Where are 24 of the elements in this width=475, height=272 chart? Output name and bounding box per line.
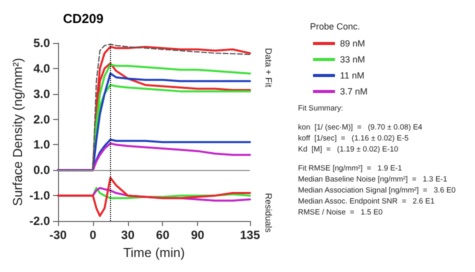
legend-label: 3.7 nM: [340, 86, 368, 96]
x-axis-title: Time (min): [123, 244, 185, 260]
y-tick-label: 2.0: [33, 112, 50, 126]
legend-label: 11 nM: [340, 70, 364, 80]
y-tick-label: -1.0: [29, 188, 50, 203]
y-tick-label: 0.0: [33, 163, 50, 178]
y-axis-title: Surface Density (ng/mm²): [10, 58, 25, 206]
legend-label: 89 nM: [340, 38, 366, 48]
y-tick-label: 5.0: [33, 36, 50, 50]
x-tick-label: 135: [240, 228, 260, 242]
y-tick-label: -2.0: [29, 214, 50, 228]
legend-title: Probe Conc.: [310, 22, 360, 32]
x-tick-label: 60: [156, 228, 170, 242]
y-tick-label: 3.0: [33, 86, 50, 101]
x-tick-label: -30: [49, 228, 67, 242]
x-tick-label: 0: [90, 228, 97, 242]
x-tick-label: 90: [190, 228, 205, 242]
y-tick-label: 1.0: [33, 138, 50, 152]
text: Residuals: [264, 193, 274, 234]
y-tick-label: 4.0: [33, 61, 50, 76]
legend-label: 33 nM: [340, 54, 366, 64]
text: Data + Fit: [264, 48, 274, 88]
x-tick-label: 30: [121, 228, 135, 242]
chart-title: CD209: [63, 11, 104, 26]
